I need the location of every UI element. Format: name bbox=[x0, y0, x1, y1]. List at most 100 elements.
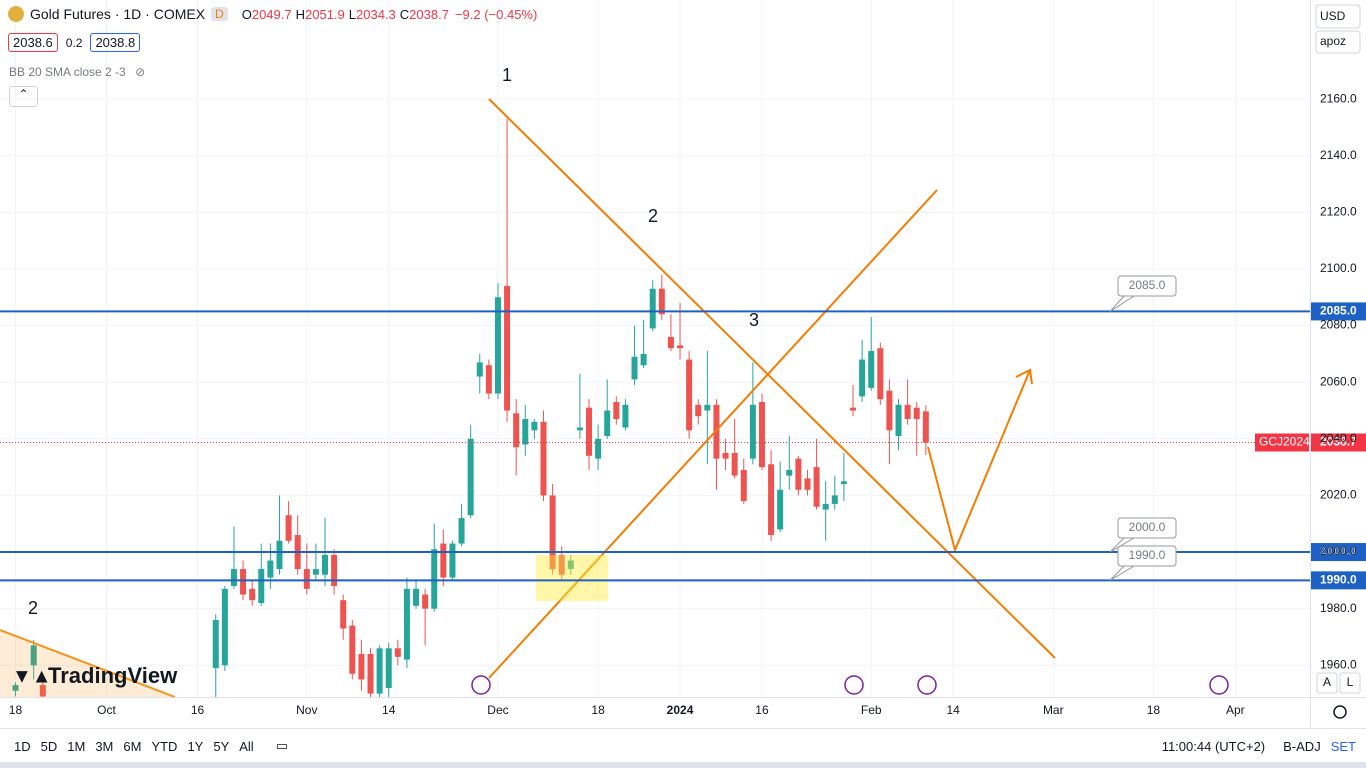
callout-pointer bbox=[1109, 565, 1135, 581]
x-tick-label: 18 bbox=[9, 703, 23, 717]
log-label: L bbox=[1347, 675, 1354, 689]
callout-box bbox=[1117, 275, 1177, 297]
bid[interactable]: 2038.6 bbox=[8, 33, 58, 52]
log-button[interactable] bbox=[1339, 672, 1361, 694]
candle-body bbox=[558, 554, 565, 575]
x-tick-label: 16 bbox=[191, 703, 205, 717]
event-icon[interactable] bbox=[844, 675, 864, 695]
toolbar: 1D 5D 1M 3M 6M YTD 1Y 5Y All ▭ 11:00:44 (UTC+2) … bbox=[0, 728, 1366, 763]
session[interactable]: SET bbox=[1330, 738, 1356, 754]
auto-button[interactable] bbox=[1316, 672, 1338, 694]
range-button[interactable]: 1Y bbox=[187, 738, 204, 754]
clock: 11:00:44 (UTC+2) bbox=[1161, 738, 1266, 754]
candle-body bbox=[476, 362, 483, 377]
candle-body bbox=[822, 503, 829, 510]
indicator: BB 20 SMA close 2 -3 ⊘ bbox=[9, 65, 145, 79]
candle-body bbox=[713, 404, 720, 459]
candle-body bbox=[285, 515, 292, 541]
range-button[interactable]: YTD bbox=[151, 738, 178, 754]
event-icons bbox=[471, 675, 1229, 695]
candle-body bbox=[804, 478, 811, 490]
callout-pointer bbox=[1109, 537, 1135, 553]
ask[interactable]: 2038.8 bbox=[90, 33, 141, 52]
candle-body bbox=[868, 351, 875, 388]
range-button[interactable]: 3M bbox=[95, 738, 114, 754]
y-tick-label: 2060.0 bbox=[1320, 374, 1357, 388]
candle-body bbox=[504, 285, 511, 411]
candle-body bbox=[340, 600, 347, 629]
candle-body bbox=[376, 648, 383, 694]
callout-label: 2000.0 bbox=[1129, 520, 1166, 534]
collapse-button[interactable]: ⌃ bbox=[9, 86, 38, 107]
badge: D bbox=[211, 7, 228, 21]
level-axis-box bbox=[1311, 571, 1366, 590]
range-button[interactable]: 5Y bbox=[213, 738, 230, 754]
candle-body bbox=[613, 402, 620, 419]
candle-body bbox=[686, 359, 693, 431]
settings-icon[interactable] bbox=[1333, 705, 1347, 719]
candle-body bbox=[221, 588, 228, 666]
logo: TradingView bbox=[48, 663, 178, 688]
candle-body bbox=[877, 348, 884, 400]
ohlc-key: L bbox=[348, 6, 356, 22]
candle-body bbox=[258, 569, 265, 604]
candle-body bbox=[677, 345, 684, 349]
ohlc-key: O bbox=[241, 6, 252, 22]
ohlc-value: 2038.7 bbox=[409, 6, 449, 22]
ohlc: O2049.7 H2051.9 L2034.3 C2038.7 bbox=[242, 7, 449, 22]
candle-body bbox=[267, 560, 274, 578]
y-tick-label: 2100.0 bbox=[1320, 261, 1357, 275]
quote-row: 2038.6 0.2 2038.8 bbox=[8, 33, 141, 52]
last-price-label: 2038.7 bbox=[1320, 435, 1357, 449]
chart: 2085.0 2085.0 2000.0 2000.0 1990.0 1990.0 GCJ2… bbox=[0, 0, 1366, 728]
range-button[interactable]: All bbox=[239, 738, 254, 754]
y-tick-label: 2140.0 bbox=[1320, 148, 1357, 162]
candle-body bbox=[795, 458, 802, 490]
header: Gold Futures · 1D · COMEX D O2049.7 H2051… bbox=[8, 6, 537, 22]
scale-button[interactable] bbox=[1315, 30, 1361, 54]
candle-body bbox=[403, 588, 410, 660]
trend-line bbox=[0, 629, 176, 697]
date-range-icon[interactable]: ▭ bbox=[275, 738, 288, 753]
candle-body bbox=[458, 518, 465, 544]
grid bbox=[0, 0, 1310, 697]
range-button[interactable]: 5D bbox=[40, 738, 58, 754]
candle-body bbox=[859, 359, 866, 397]
range-button[interactable]: 1D bbox=[14, 738, 31, 754]
currency-button[interactable] bbox=[1315, 4, 1361, 29]
y-tick-label: 1960.0 bbox=[1320, 657, 1357, 671]
adjust[interactable]: B-ADJ bbox=[1283, 738, 1321, 754]
candle-body bbox=[230, 569, 237, 587]
wave-label: 1 bbox=[502, 65, 512, 85]
candle-body bbox=[904, 404, 911, 419]
candle-body bbox=[740, 469, 747, 502]
range-button[interactable]: 1M bbox=[67, 738, 86, 754]
wave-label: 2 bbox=[28, 598, 38, 618]
x-tick-label: Apr bbox=[1226, 703, 1245, 717]
candle-body bbox=[913, 407, 920, 419]
event-icon[interactable] bbox=[1209, 675, 1229, 695]
candle-body bbox=[722, 452, 729, 459]
candle-body bbox=[422, 594, 429, 609]
trend-line bbox=[488, 98, 1056, 659]
hide-icon[interactable]: ⊘ bbox=[135, 65, 146, 79]
candle-body bbox=[240, 569, 247, 595]
event-icon[interactable] bbox=[471, 675, 491, 695]
candle-body bbox=[249, 588, 256, 601]
candle-body bbox=[394, 648, 401, 657]
candle-body bbox=[303, 569, 310, 589]
candle-body bbox=[831, 495, 838, 504]
wave-label: 3 bbox=[749, 310, 759, 330]
highlight-box bbox=[536, 555, 608, 601]
candle-body bbox=[649, 288, 656, 329]
candle-body bbox=[540, 421, 547, 496]
y-tick-label: 2160.0 bbox=[1320, 91, 1357, 105]
auto-label: A bbox=[1323, 675, 1331, 689]
x-tick-label: 2024 bbox=[667, 703, 694, 717]
level-axis-box bbox=[1311, 302, 1366, 321]
candle-body bbox=[413, 588, 420, 606]
x-tick-label: Oct bbox=[97, 703, 116, 717]
event-icon[interactable] bbox=[917, 675, 937, 695]
range-button[interactable]: 6M bbox=[123, 738, 142, 754]
candle-body bbox=[321, 554, 328, 575]
